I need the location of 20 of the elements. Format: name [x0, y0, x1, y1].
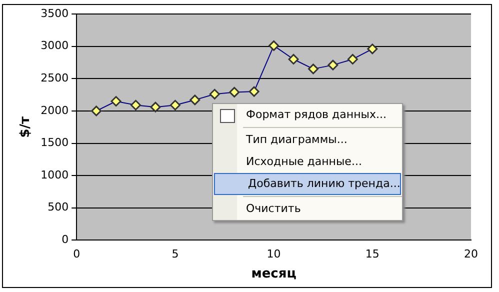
annotation: Добавить линию тренда...	[214, 173, 401, 195]
annotation: Исходные данные...	[245, 154, 363, 170]
y-tick-label: 2500	[40, 71, 69, 84]
x-tick-label: 0	[73, 248, 80, 261]
x-tick-label: 10	[266, 248, 281, 261]
annotation: Формат рядов данных...	[245, 107, 388, 123]
x-tick-label: 15	[365, 248, 380, 261]
annotation: Тип диаграммы...	[245, 132, 348, 148]
y-tick-label: 3000	[40, 39, 69, 52]
y-tick-label: 3500	[40, 6, 69, 20]
y-tick-label: 500	[48, 200, 69, 214]
annotation: Очистить	[245, 201, 302, 217]
x-tick-label: 20	[464, 248, 478, 261]
x-axis-title: месяц	[251, 266, 297, 282]
y-tick-label: 1500	[40, 136, 69, 150]
x-tick-label: 5	[172, 248, 179, 261]
y-tick-label: 0	[62, 233, 69, 246]
y-tick-label: 1000	[40, 168, 69, 182]
y-axis-title: $/т	[18, 116, 34, 138]
y-tick-label: 2000	[40, 104, 69, 117]
